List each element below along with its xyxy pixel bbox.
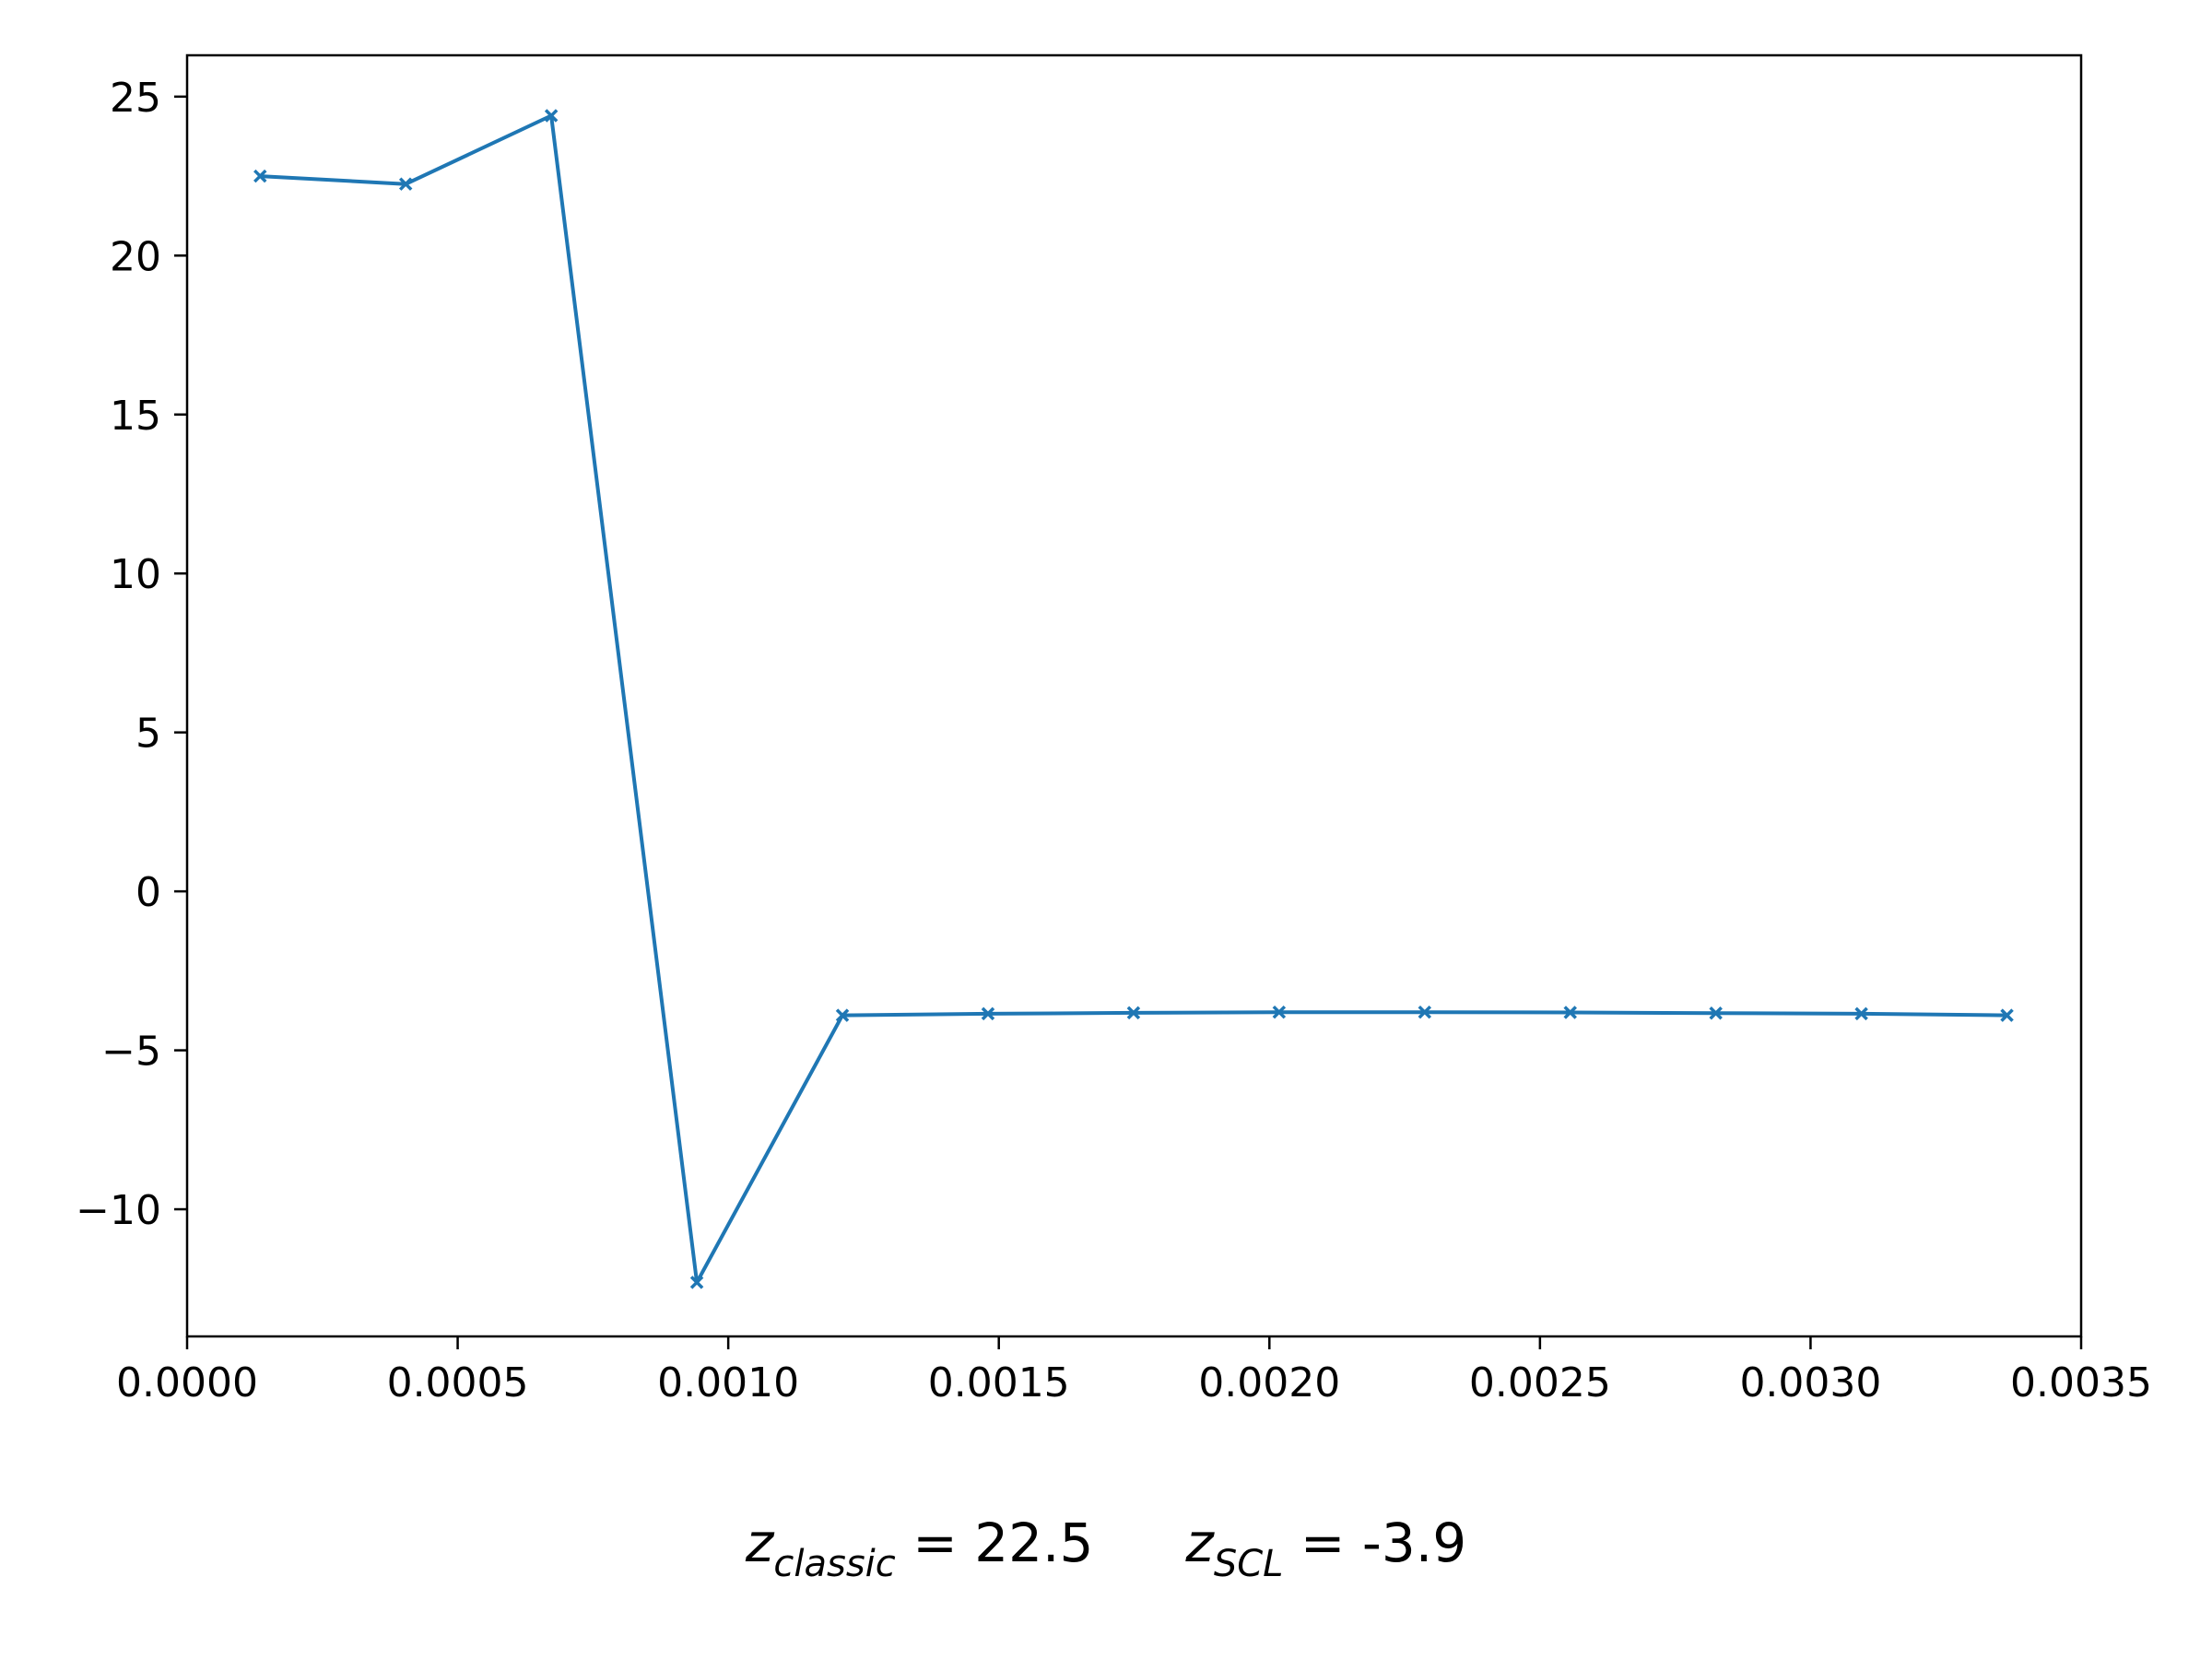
- x-tick-label: 0.0005: [387, 1359, 529, 1406]
- x-tick-label: 0.0000: [116, 1359, 258, 1406]
- y-tick-label: 20: [110, 233, 161, 280]
- data-point-marker: [981, 1006, 995, 1021]
- x-tick-label: 0.0010: [657, 1359, 799, 1406]
- y-tick-label: 25: [110, 75, 161, 122]
- chart-marks: [253, 109, 2014, 1289]
- data-point-marker: [1272, 1005, 1287, 1019]
- y-tick-label: −5: [101, 1029, 161, 1076]
- x-tick-label: 0.0030: [1739, 1359, 1881, 1406]
- plot-frame: [185, 53, 2083, 1338]
- data-point-marker: [1854, 1006, 1868, 1021]
- y-tick-label: −10: [76, 1187, 161, 1234]
- data-point-marker: [1709, 1006, 1723, 1020]
- x-tick-label: 0.0035: [2010, 1359, 2152, 1406]
- z-score-caption: z classic = 22.5 z SCL = -3.9: [0, 1512, 2212, 1604]
- x-tick-label: 0.0015: [928, 1359, 1070, 1406]
- data-point-marker: [1563, 1006, 1577, 1019]
- chart-axes: 0.0000 0.0005 0.0010 0.0015 0.0020 0.0025 0.00…: [76, 75, 2152, 1406]
- z-classic-symbol: z: [745, 1512, 774, 1574]
- y-tick-label: 0: [135, 869, 161, 916]
- data-point-marker: [1418, 1005, 1432, 1019]
- z-classic-subscript: classic: [773, 1543, 896, 1585]
- data-point-marker: [398, 177, 413, 191]
- z-classic-label: z classic = 22.5: [745, 1512, 1094, 1585]
- data-point-marker: [544, 109, 559, 123]
- x-tick-label: 0.0025: [1469, 1359, 1611, 1406]
- data-point-marker: [1126, 1006, 1141, 1020]
- data-point-marker: [835, 1008, 850, 1022]
- z-scl-symbol: z: [1185, 1512, 1214, 1574]
- z-scl-subscript: SCL: [1213, 1543, 1284, 1585]
- z-scl-value: = -3.9: [1283, 1512, 1467, 1574]
- series-line: [260, 113, 2007, 1285]
- y-tick-label: 5: [135, 711, 161, 758]
- data-point-marker: [253, 169, 267, 183]
- z-classic-value: = 22.5: [895, 1512, 1094, 1574]
- data-point-marker: [2000, 1008, 2014, 1022]
- z-scl-label: z SCL = -3.9: [1185, 1512, 1467, 1585]
- y-tick-label: 15: [110, 393, 161, 440]
- x-tick-label: 0.0020: [1198, 1359, 1340, 1406]
- y-tick-label: 10: [110, 551, 161, 598]
- data-point-marker: [689, 1276, 704, 1289]
